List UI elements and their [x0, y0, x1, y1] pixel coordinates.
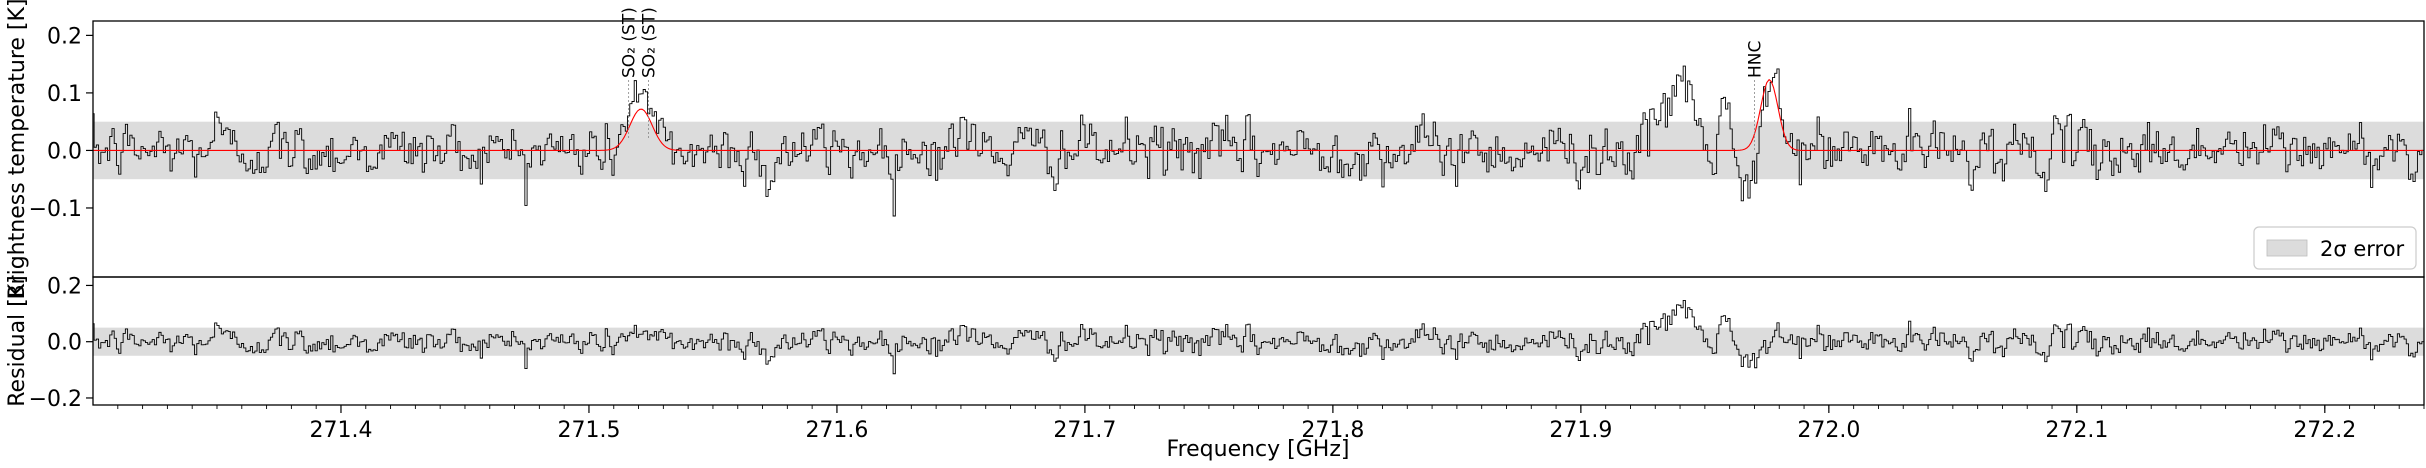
bottom-error-band-fill: [93, 327, 2424, 356]
line-marker-label-2: HNC: [1745, 41, 1765, 78]
bottom-y-axis: −0.2 0.0 0.2: [29, 274, 93, 412]
x-axis-label: Frequency [GHz]: [1167, 437, 1350, 462]
top-observed-series: [93, 65, 2424, 217]
line-markers: SO₂ (ST) SO₂ (ST) HNC: [620, 7, 1765, 151]
x-tick-label-1: 271.5: [557, 418, 620, 443]
top-y-tick-label-0: −0.1: [29, 197, 82, 222]
x-tick-label-5: 271.9: [1549, 418, 1612, 443]
line-marker-label-0: SO₂ (ST): [620, 7, 640, 78]
x-tick-label-6: 272.0: [1797, 418, 1860, 443]
x-tick-label-8: 272.2: [2293, 418, 2356, 443]
legend-swatch: [2266, 239, 2308, 257]
bottom-error-band: [93, 327, 2424, 356]
x-tick-label-7: 272.1: [2045, 418, 2108, 443]
line-marker-label-1: SO₂ (ST): [639, 7, 659, 78]
bottom-residual-series: [93, 299, 2424, 375]
model-spectrum-line: [93, 78, 2424, 151]
bottom-y-tick-label-2: 0.2: [47, 274, 82, 299]
legend: 2σ error: [2253, 226, 2417, 270]
x-axis: 271.4 271.5 271.6 271.7 271.8 271.9 272.0 272.1…: [117, 405, 2425, 443]
top-y-tick-label-3: 0.2: [47, 24, 82, 49]
x-tick-label-3: 271.7: [1053, 418, 1116, 443]
top-y-axis: −0.1 0.0 0.1 0.2: [29, 24, 93, 222]
x-tick-label-2: 271.6: [805, 418, 868, 443]
x-tick-label-4: 271.8: [1301, 418, 1364, 443]
residual-spectrum-line: [93, 299, 2424, 375]
top-y-axis-label: Brightness temperature [K]: [5, 0, 30, 300]
x-tick-label-0: 271.4: [309, 418, 372, 443]
top-y-tick-label-1: 0.0: [47, 139, 82, 164]
top-panel: SO₂ (ST) SO₂ (ST) HNC −0.1 0.0 0.1 0.2 2σ err…: [29, 7, 2425, 278]
top-model-series: [93, 78, 2424, 151]
bottom-y-tick-label-0: −0.2: [29, 387, 82, 412]
bottom-y-axis-label: Residual [K]: [5, 275, 30, 407]
top-y-tick-label-2: 0.1: [47, 82, 82, 107]
bottom-y-tick-label-1: 0.0: [47, 331, 82, 356]
legend-label: 2σ error: [2320, 237, 2405, 261]
observed-spectrum-line: [93, 65, 2424, 217]
bottom-panel: −0.2 0.0 0.2: [29, 274, 2425, 412]
legend-box: [2253, 226, 2417, 270]
